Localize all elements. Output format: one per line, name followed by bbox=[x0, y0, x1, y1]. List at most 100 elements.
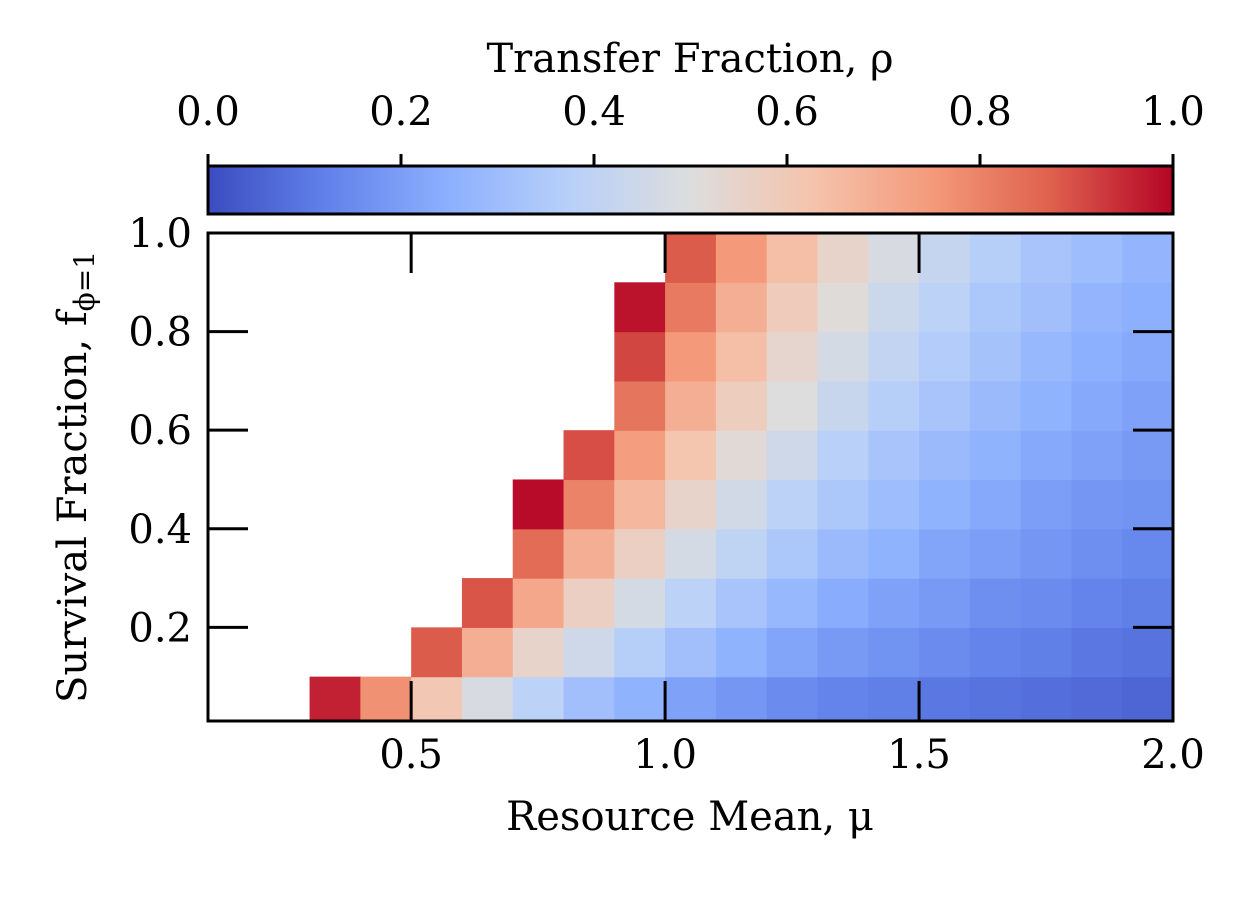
y-axis-label-subscript: ϕ=1 bbox=[68, 251, 101, 311]
heatmap-cell bbox=[868, 380, 920, 431]
colorbar-tick-label: 0.0 bbox=[176, 89, 240, 135]
heatmap-cell bbox=[1020, 430, 1073, 481]
heatmap-cell bbox=[411, 676, 463, 721]
heatmap-cell bbox=[512, 627, 565, 678]
heatmap-cell bbox=[563, 528, 615, 579]
heatmap-cell bbox=[1020, 282, 1073, 333]
colorbar-tick-label: 0.4 bbox=[562, 89, 626, 135]
heatmap-cell bbox=[1122, 627, 1173, 678]
heatmap-cell bbox=[969, 627, 1022, 678]
heatmap-cell bbox=[614, 380, 666, 431]
heatmap-cell bbox=[817, 676, 869, 721]
colorbar-tick-label: 1.0 bbox=[1141, 89, 1205, 135]
x-tick-label: 1.0 bbox=[633, 732, 697, 778]
heatmap-cell bbox=[1122, 430, 1173, 481]
heatmap-cell bbox=[665, 528, 717, 579]
heatmap-cell bbox=[715, 528, 768, 579]
heatmap-cell bbox=[665, 380, 717, 431]
heatmap-cell bbox=[1020, 233, 1073, 283]
heatmap-cell bbox=[868, 233, 920, 283]
heatmap-cell bbox=[614, 578, 666, 628]
heatmap-cell bbox=[817, 233, 869, 283]
heatmap-cell bbox=[1071, 380, 1123, 431]
heatmap-cell bbox=[919, 282, 971, 333]
heatmap-cell bbox=[411, 627, 463, 678]
colorbar-tick-label: 0.6 bbox=[755, 89, 819, 135]
heatmap-cell bbox=[1020, 331, 1073, 382]
heatmap-cell bbox=[1020, 627, 1073, 678]
heatmap-cell bbox=[919, 331, 971, 382]
heatmap-cell bbox=[614, 627, 666, 678]
heatmap-cell bbox=[817, 380, 869, 431]
heatmap-cell bbox=[1122, 331, 1173, 382]
heatmap-cell bbox=[1071, 578, 1123, 628]
heatmap-cell bbox=[817, 479, 869, 530]
x-axis-label: Resource Mean, μ bbox=[506, 794, 874, 840]
heatmap-cell bbox=[1071, 233, 1123, 283]
heatmap-cell bbox=[868, 528, 920, 579]
heatmap-cell bbox=[563, 627, 615, 678]
heatmap-cell bbox=[919, 233, 971, 283]
heatmap-cell bbox=[766, 479, 819, 530]
heatmap-cell bbox=[919, 627, 971, 678]
heatmap-cell bbox=[665, 479, 717, 530]
heatmap-cell bbox=[766, 430, 819, 481]
heatmap-cell bbox=[715, 380, 768, 431]
heatmap-cell bbox=[563, 479, 615, 530]
heatmap-cell bbox=[817, 430, 869, 481]
heatmap-cell bbox=[614, 282, 666, 333]
heatmap-cell bbox=[1071, 627, 1123, 678]
heatmap-cell bbox=[665, 331, 717, 382]
heatmap-cell bbox=[665, 233, 717, 283]
heatmap-cell bbox=[1071, 331, 1123, 382]
heatmap-cell bbox=[919, 479, 971, 530]
heatmap-cell bbox=[969, 676, 1022, 721]
heatmap-cell bbox=[715, 282, 768, 333]
y-tick-label: 0.2 bbox=[128, 605, 192, 651]
heatmap-cell bbox=[1122, 528, 1173, 579]
heatmap-cell bbox=[614, 430, 666, 481]
heatmap-cell bbox=[766, 627, 819, 678]
heatmap-cell bbox=[817, 578, 869, 628]
heatmap-cell bbox=[766, 331, 819, 382]
heatmap-cell bbox=[715, 578, 768, 628]
heatmap-cell bbox=[715, 331, 768, 382]
y-tick-label: 0.6 bbox=[128, 408, 192, 454]
colorbar-tick-label: 0.2 bbox=[369, 89, 433, 135]
heatmap-cell bbox=[766, 578, 819, 628]
heatmap-cell bbox=[1122, 380, 1173, 431]
heatmap-cell bbox=[969, 331, 1022, 382]
colorbar-tick-label: 0.8 bbox=[948, 89, 1012, 135]
heatmap-cell bbox=[1122, 282, 1173, 333]
heatmap-cell bbox=[868, 331, 920, 382]
heatmap-cell bbox=[715, 479, 768, 530]
heatmap-cell bbox=[512, 676, 565, 721]
heatmap-cell bbox=[919, 676, 971, 721]
y-tick-label: 0.8 bbox=[128, 310, 192, 356]
heatmap-cell bbox=[868, 578, 920, 628]
heatmap-cell bbox=[715, 233, 768, 283]
heatmap-cell bbox=[563, 578, 615, 628]
heatmap-cell bbox=[614, 331, 666, 382]
heatmap-cell bbox=[614, 528, 666, 579]
heatmap-cell bbox=[969, 578, 1022, 628]
heatmap-cell bbox=[512, 578, 565, 628]
heatmap-cell bbox=[1020, 380, 1073, 431]
heatmap-cell bbox=[1020, 479, 1073, 530]
heatmap-cell bbox=[715, 676, 768, 721]
heatmap-cell bbox=[868, 282, 920, 333]
heatmap-cell bbox=[715, 430, 768, 481]
heatmap-cell bbox=[1071, 430, 1123, 481]
heatmap-cell bbox=[868, 479, 920, 530]
heatmap-cell bbox=[969, 282, 1022, 333]
x-tick-label: 1.5 bbox=[887, 732, 951, 778]
heatmap-cell bbox=[1020, 528, 1073, 579]
heatmap-cell bbox=[665, 578, 717, 628]
heatmap-cell bbox=[1122, 578, 1173, 628]
heatmap-cell bbox=[1122, 479, 1173, 530]
heatmap-cell bbox=[868, 430, 920, 481]
heatmap-cell bbox=[1122, 233, 1173, 283]
heatmap-cell bbox=[919, 578, 971, 628]
heatmap-cell bbox=[969, 430, 1022, 481]
heatmap-cell bbox=[1071, 528, 1123, 579]
